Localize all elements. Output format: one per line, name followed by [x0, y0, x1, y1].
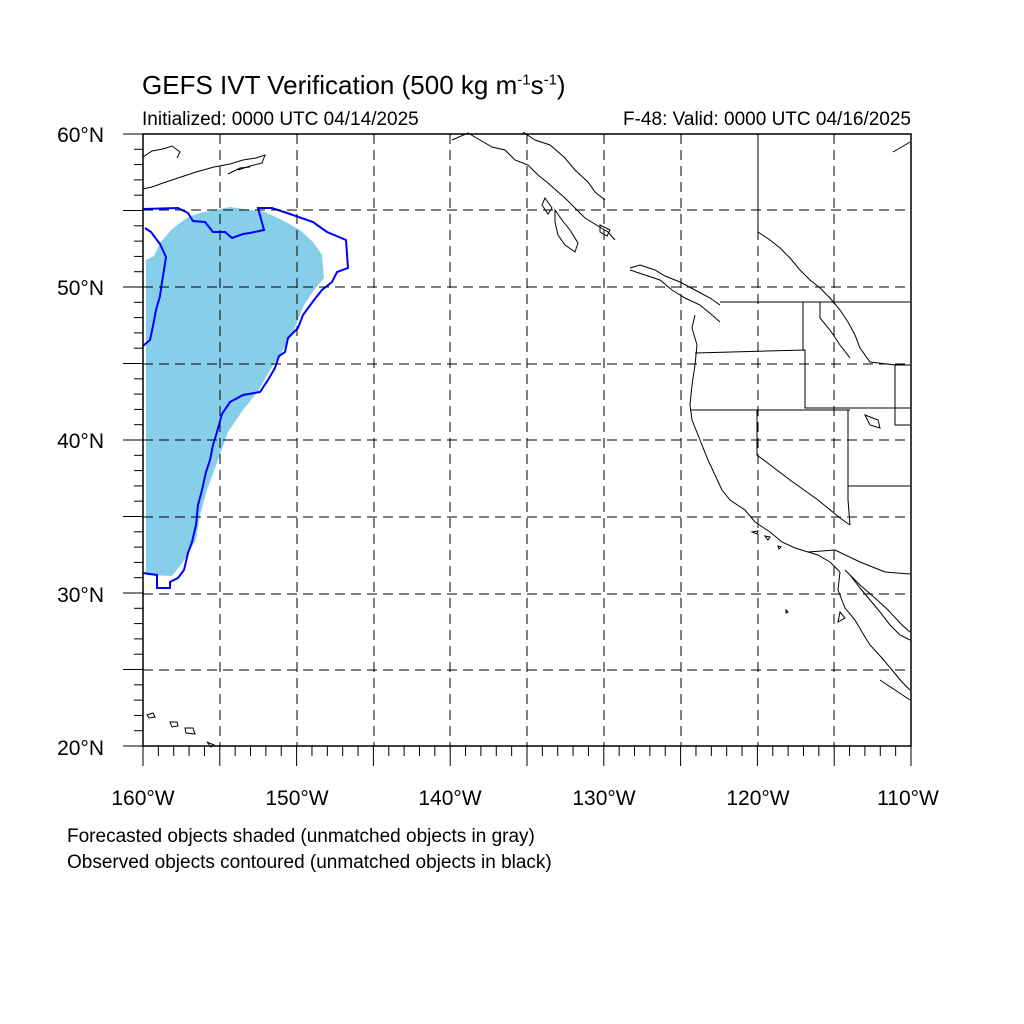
forecast-object — [146, 207, 324, 576]
lat-label-60: 60°N — [57, 124, 104, 147]
lat-label-40: 40°N — [57, 430, 104, 453]
gridlines — [143, 134, 911, 746]
forecast-legend-note: Forecasted objects shaded (unmatched obj… — [67, 826, 535, 847]
valid-time-label: F-48: Valid: 0000 UTC 04/16/2025 — [623, 109, 911, 130]
lon-label-130w: 130°W — [572, 787, 635, 810]
initialized-label: Initialized: 0000 UTC 04/14/2025 — [142, 109, 419, 130]
observed-object-contour — [142, 206, 350, 589]
map-title: GEFS IVT Verification (500 kg m-1s-1) — [142, 70, 566, 100]
observed-legend-note: Observed objects contoured (unmatched ob… — [67, 852, 552, 873]
lon-label-150w: 150°W — [265, 787, 328, 810]
observed-object-contour-west — [142, 227, 168, 347]
coastlines — [142, 131, 911, 701]
lon-label-140w: 140°W — [418, 787, 481, 810]
lat-label-20: 20°N — [57, 737, 104, 760]
axis-ticks — [123, 133, 912, 766]
channel-islands — [750, 530, 789, 614]
lon-label-120w: 120°W — [726, 787, 789, 810]
lat-label-50: 50°N — [57, 277, 104, 300]
lon-label-160w: 160°W — [111, 787, 174, 810]
borders — [690, 134, 911, 575]
lon-label-110w: 110°W — [877, 787, 939, 810]
lat-label-30: 30°N — [57, 584, 104, 607]
hawaii-islands — [146, 712, 216, 748]
